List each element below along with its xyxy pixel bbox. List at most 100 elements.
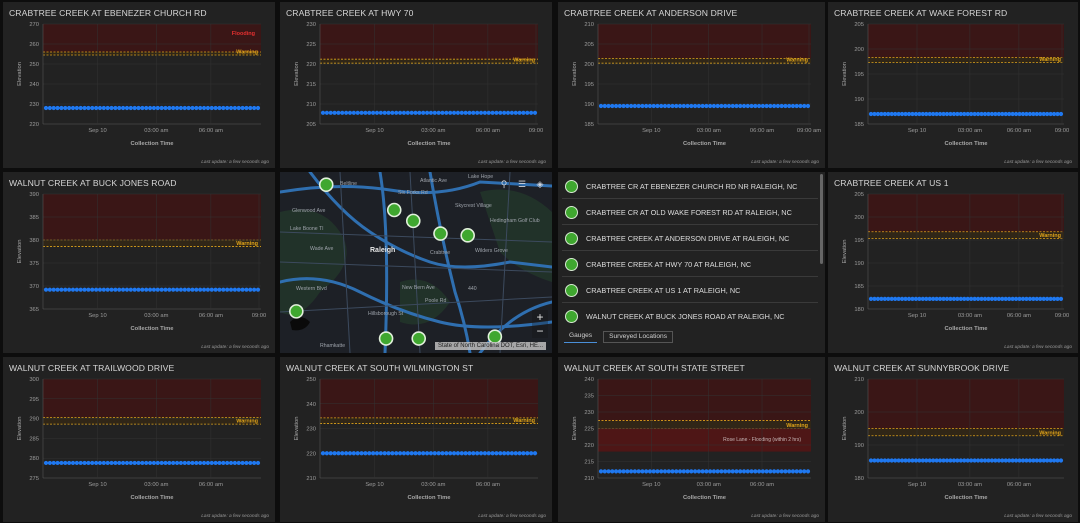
data-point <box>221 287 226 292</box>
zoom-in-button[interactable]: + <box>532 310 548 324</box>
gauge-marker[interactable] <box>289 304 304 319</box>
scrollbar[interactable] <box>820 174 823 264</box>
data-point <box>440 451 445 456</box>
data-point <box>174 287 180 292</box>
data-point <box>336 451 341 456</box>
data-point <box>252 287 257 292</box>
data-point <box>685 469 690 474</box>
data-point <box>332 451 337 456</box>
y-axis-label: Elevation <box>294 62 300 86</box>
data-point <box>478 110 484 115</box>
data-point <box>509 110 514 115</box>
data-point <box>78 460 83 466</box>
data-point <box>132 105 137 111</box>
gauge-list-label: CRABTREE CREEK AT ANDERSON DRIVE AT RALE… <box>586 233 790 243</box>
data-point <box>347 451 353 456</box>
data-point <box>802 469 807 474</box>
gauge-map[interactable]: Raleigh Wade Ave Atlantic Ave Six Forks Rd G… <box>280 172 552 353</box>
map-place-label: Western Blvd <box>296 286 327 292</box>
x-tick-label: Sep 10 <box>365 128 383 134</box>
gauge-marker[interactable] <box>386 202 402 218</box>
x-tick-label: 03:00 am <box>958 482 982 488</box>
y-tick-label: 290 <box>29 417 39 423</box>
data-point <box>74 287 79 292</box>
data-point <box>147 105 153 111</box>
data-point <box>494 451 499 456</box>
gauge-marker[interactable] <box>405 213 421 229</box>
zoom-out-button[interactable]: − <box>532 324 548 338</box>
data-point <box>51 287 56 292</box>
data-point <box>113 287 118 292</box>
list-icon[interactable]: ☰ <box>517 179 527 189</box>
gauge-list-item[interactable]: CRABTREE CREEK AT ANDERSON DRIVE AT RALE… <box>562 226 818 251</box>
y-tick-label: 195 <box>854 238 864 244</box>
data-point <box>498 110 503 115</box>
data-point <box>444 110 449 115</box>
data-point <box>498 451 503 456</box>
data-point <box>155 287 160 292</box>
data-point <box>86 105 91 111</box>
data-point <box>171 105 176 111</box>
gauge-list-item[interactable]: WALNUT CREEK AT BUCK JONES ROAD AT RALEI… <box>562 304 818 325</box>
gauge-panel-walnut-state-street: WALNUT CREEK AT SOUTH STATE STREET Last u… <box>558 357 825 522</box>
panel-title: WALNUT CREEK AT SOUTH STATE STREET <box>564 363 745 373</box>
elevation-series <box>43 460 261 466</box>
data-point <box>367 110 372 115</box>
data-point <box>993 296 998 301</box>
data-point <box>340 451 345 456</box>
data-point <box>730 469 735 474</box>
data-point <box>1055 458 1060 463</box>
gauge-list-label: WALNUT CREEK AT BUCK JONES ROAD AT RALEI… <box>586 311 785 321</box>
data-point <box>405 110 410 115</box>
gauge-status-icon <box>565 309 578 323</box>
gauge-marker[interactable] <box>460 228 475 243</box>
search-icon[interactable]: ⚲ <box>500 179 508 189</box>
data-point <box>640 103 645 109</box>
gauge-list-item[interactable]: CRABTREE CREEK AT HWY 70 AT RALEIGH, NC <box>562 252 818 277</box>
gauge-marker[interactable] <box>411 331 427 346</box>
data-point <box>662 103 668 109</box>
data-point <box>896 296 901 301</box>
data-point <box>989 296 995 301</box>
data-point <box>941 296 946 301</box>
y-tick-label: 220 <box>29 122 39 128</box>
gauge-list[interactable]: CRABTREE CR AT EBENEZER CHURCH RD NR RAL… <box>558 172 820 325</box>
layers-icon[interactable]: ◈ <box>536 179 544 189</box>
data-point <box>666 103 671 109</box>
data-point <box>931 458 936 463</box>
data-point <box>927 296 932 301</box>
map-canvas[interactable]: Raleigh Wade Ave Atlantic Ave Six Forks Rd G… <box>280 172 552 353</box>
gauge-marker[interactable] <box>318 177 334 192</box>
tab-surveyed-locations[interactable]: Surveyed Locations <box>603 331 674 343</box>
data-point <box>63 287 68 292</box>
last-update-text: Last update: a few seconds ago <box>201 514 269 519</box>
data-point <box>760 103 765 109</box>
data-point <box>517 110 522 115</box>
y-tick-label: 205 <box>584 42 594 48</box>
data-point <box>394 110 399 115</box>
gauge-list-item[interactable]: CRABTREE CR AT OLD WAKE FOREST RD AT RAL… <box>562 200 818 225</box>
tab-gauges[interactable]: Gauges <box>564 331 598 343</box>
data-point <box>386 451 391 456</box>
gauge-marker[interactable] <box>433 226 448 241</box>
data-point <box>651 103 656 109</box>
data-point <box>424 451 430 456</box>
data-point <box>1038 111 1043 117</box>
data-point <box>371 451 376 456</box>
data-point <box>1055 296 1060 301</box>
data-point <box>201 287 207 292</box>
gauge-list-item[interactable]: CRABTREE CR AT EBENEZER CHURCH RD NR RAL… <box>562 174 818 199</box>
data-point <box>903 458 908 463</box>
data-point <box>913 296 919 301</box>
data-point <box>920 296 925 301</box>
data-point <box>893 296 898 301</box>
data-point <box>647 469 653 474</box>
data-point <box>610 103 615 109</box>
data-point <box>332 110 337 115</box>
data-point <box>471 110 476 115</box>
gauge-marker[interactable] <box>378 331 394 346</box>
data-point <box>764 103 769 109</box>
gauge-list-item[interactable]: CRABTREE CREEK AT US 1 AT RALEIGH, NC <box>562 278 818 303</box>
data-point <box>167 287 172 292</box>
data-point <box>240 287 245 292</box>
